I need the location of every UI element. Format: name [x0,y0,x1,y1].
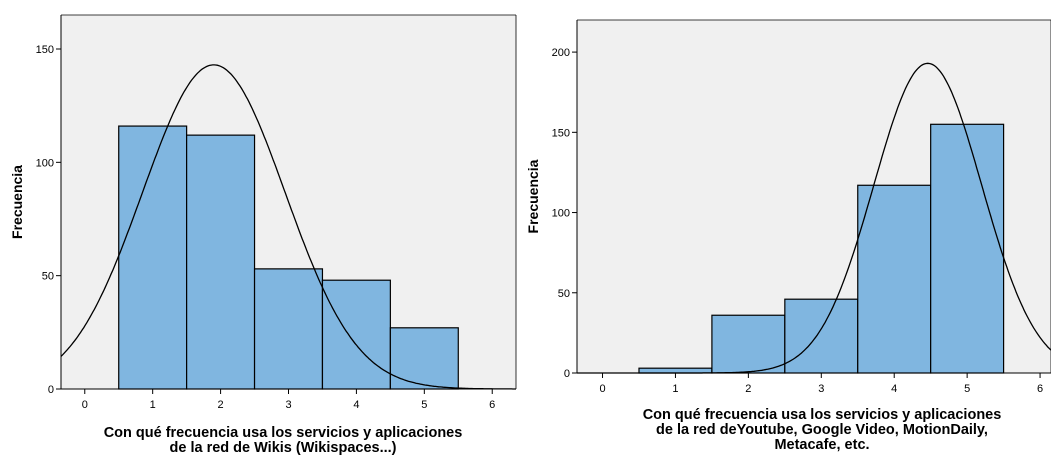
y-tick-label: 50 [42,271,54,283]
x-axis-label-line: Con qué frecuencia usa los servicios y a… [104,425,463,441]
y-tick-label: 200 [552,47,570,59]
x-tick-label: 4 [353,399,359,411]
x-tick-label: 1 [672,383,678,395]
x-tick-label: 0 [599,383,605,395]
x-axis-label-line: Con qué frecuencia usa los servicios y a… [643,407,1002,423]
y-tick-label: 150 [36,44,54,56]
histogram-bar [930,123,1005,374]
x-tick-label: 3 [285,399,291,411]
y-tick-label: 50 [558,288,570,300]
chart-wikis-frequency: 0 50 100 150 0 1 2 3 4 5 6 Frecuencia Con qué frecue… [9,14,517,455]
histogram-bar [638,367,713,374]
x-tick-label: 4 [891,383,897,395]
x-tick-label: 0 [82,399,88,411]
x-tick-label: 1 [150,399,156,411]
histogram-bar [321,279,391,390]
y-axis-label: Frecuencia [9,165,25,239]
histogram-bar [186,134,256,390]
y-tick-label: 150 [552,127,570,139]
y-tick-label: 100 [36,157,54,169]
x-tick-label: 3 [818,383,824,395]
y-tick-label: 0 [564,368,570,380]
x-axis-label-line: de la red de Wikis (Wikispaces...) [170,440,397,455]
histogram-bar [389,327,459,390]
x-tick-label: 5 [421,399,427,411]
chart-youtube-frequency: 0 50 100 150 200 0 1 2 3 4 5 6 Frecuencia Con qué fre… [525,19,1051,453]
x-tick-label: 2 [745,383,751,395]
x-axis-label-line: Metacafe, etc. [774,437,869,453]
x-tick-label: 2 [218,399,224,411]
y-axis-label: Frecuencia [525,159,541,233]
histogram-bar [784,298,859,374]
x-tick-label: 6 [1037,383,1043,395]
normal-curve [60,64,516,390]
histogram-bar [118,125,188,390]
y-tick-label: 100 [552,208,570,220]
histogram-bar [857,184,932,374]
y-tick-label: 0 [48,384,54,396]
x-tick-label: 6 [489,399,495,411]
histogram-bar [253,268,324,390]
histogram-bar [711,314,786,374]
x-axis-label-line: de la red deYoutube, Google Video, Motio… [656,422,988,438]
x-tick-label: 5 [964,383,970,395]
